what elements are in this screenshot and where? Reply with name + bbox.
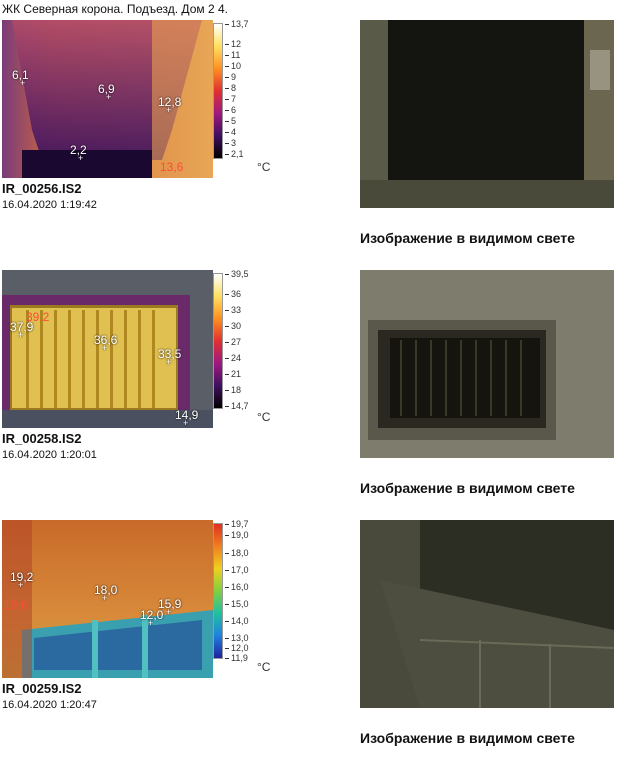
scale-tick: 33 [225,306,241,315]
spot-temp: 37,9 [10,320,33,340]
scale-tick: 14,7 [225,402,249,411]
thermal-record-3: 19,2 18,0 15,9 12,0 19,6 19,7 19,0 18,0 … [0,520,618,770]
thermal-record-1: 6,1 6,9 12,8 2,2 13,6 13,7 12 11 10 9 8 … [0,20,618,270]
scale-tick: 36 [225,290,241,299]
scale-tick: 4 [225,128,236,137]
spot-temp: 36,6 [94,333,117,353]
scale-tick: 18 [225,386,241,395]
spot-temp: 12,0 [140,608,163,628]
spot-temp: 19,2 [10,570,33,590]
scale-tick: 6 [225,106,236,115]
file-name: IR_00259.IS2 [2,681,82,696]
visible-photo [360,520,614,708]
scale-tick: 21 [225,370,241,379]
scale-tick: 17,0 [225,566,249,575]
spot-temp-max: 19,6 [4,598,28,612]
file-date: 16.04.2020 1:19:42 [2,199,97,211]
scale-tick: 7 [225,95,236,104]
file-name: IR_00256.IS2 [2,181,82,196]
scale-tick: 14,0 [225,617,249,626]
spot-temp: 12,8 [158,95,181,115]
scale-tick: 11,9 [225,654,248,663]
visible-caption: Изображение в видимом свете [360,480,575,496]
scale-tick: 39,5 [225,270,249,279]
file-date: 16.04.2020 1:20:47 [2,699,97,711]
scale-tick: 5 [225,117,236,126]
spot-temp: 33,5 [158,347,181,367]
file-name: IR_00258.IS2 [2,431,82,446]
document-title: ЖК Северная корона. Подъезд. Дом 2 4. [2,2,228,16]
color-scale: 19,7 19,0 18,0 17,0 16,0 15,0 14,0 13,0 … [213,520,273,678]
scale-tick: 8 [225,84,236,93]
scale-tick: 11 [225,51,240,60]
visible-caption: Изображение в видимом свете [360,230,575,246]
visible-caption: Изображение в видимом свете [360,730,575,746]
scale-tick: 15,0 [225,600,249,609]
scale-tick: 12,0 [225,644,249,653]
color-scale-bar [213,23,223,159]
scale-tick: 16,0 [225,583,249,592]
scale-tick: 2,1 [225,150,244,159]
thermal-image [2,270,213,428]
file-date: 16.04.2020 1:20:01 [2,449,97,461]
visible-photo [360,20,614,208]
scale-tick: 13,7 [225,20,249,29]
scale-tick: 10 [225,62,241,71]
spot-temp: 14,9 [175,408,198,428]
scale-tick: 13,0 [225,634,249,643]
unit-label: °C [257,160,271,174]
scale-tick: 30 [225,322,241,331]
scale-tick: 9 [225,73,236,82]
spot-temp-max: 13,6 [160,160,184,174]
color-scale: 13,7 12 11 10 9 8 7 6 5 4 3 2,1 °C [213,20,273,178]
color-scale: 39,5 36 33 30 27 24 21 18 14,7 °C [213,270,273,428]
spot-temp: 15,9 [158,597,181,617]
spot-temp: 2,2 [70,143,87,163]
scale-tick: 19,7 [225,520,249,529]
scale-tick: 18,0 [225,549,249,558]
visible-photo [360,270,614,458]
spot-temp: 6,1 [12,68,29,88]
scale-tick: 3 [225,139,236,148]
thermal-record-2: 39,2 37,9 36,6 33,5 14,9 39,5 36 33 30 2… [0,270,618,520]
scale-tick: 27 [225,338,241,347]
spot-temp: 18,0 [94,583,117,603]
unit-label: °C [257,660,271,674]
color-scale-bar [213,273,223,409]
scale-tick: 12 [225,40,241,49]
unit-label: °C [257,410,271,424]
color-scale-bar [213,523,223,659]
spot-temp: 6,9 [98,82,115,102]
scale-tick: 24 [225,354,241,363]
scale-tick: 19,0 [225,531,249,540]
